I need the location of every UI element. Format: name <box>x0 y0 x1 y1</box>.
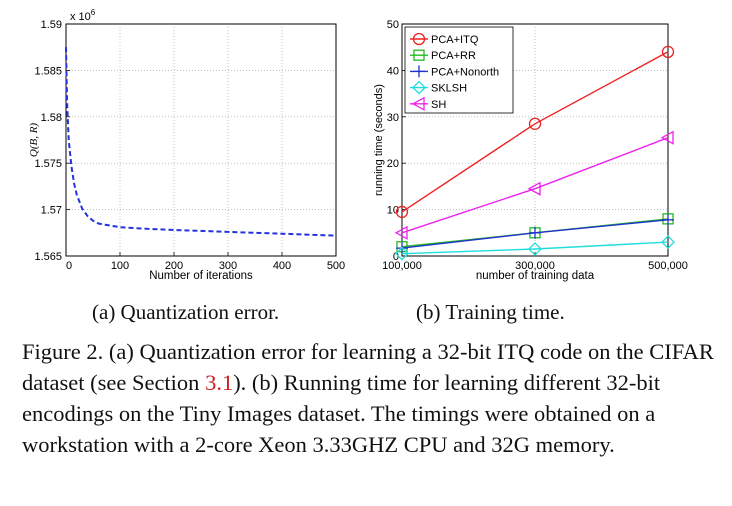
series-line-sh <box>401 137 669 234</box>
chart-a-xtick-label: 500 <box>327 260 345 272</box>
series-point-sklsh <box>395 246 409 261</box>
chart-a-xtick-label: 0 <box>66 260 72 272</box>
training-time-chart: 100,000 300,000 500,000 0 10 20 30 40 50 running… <box>373 19 688 282</box>
series-line-sklsh <box>401 241 669 255</box>
chart-a-ytick-label: 1.565 <box>34 251 62 263</box>
series-point-sh <box>660 130 674 145</box>
caption-part2: ). (b) Running time for learning differe… <box>22 370 661 457</box>
series-point-pca-itq <box>661 45 675 58</box>
series-point-sh <box>527 181 541 196</box>
series-point-pca-nonorth <box>662 213 674 226</box>
chart-b-series <box>394 45 675 261</box>
chart-a-xlabel: Number of iterations <box>149 270 253 282</box>
legend-label: SKLSH <box>431 83 467 95</box>
chart-a-xtick-label: 100 <box>111 260 129 272</box>
series-point-sklsh <box>528 242 542 256</box>
series-line-pca-itq <box>401 51 669 213</box>
chart-b-ytick-label: 10 <box>387 205 399 217</box>
chart-b-xtick-label: 500,000 <box>648 260 688 272</box>
chart-a-xtick-label: 300 <box>219 260 237 272</box>
chart-b-ytick-label: 40 <box>387 65 399 77</box>
chart-a-xtick-label: 200 <box>165 260 183 272</box>
legend-marker <box>411 96 425 111</box>
subcaption-a: (a) Quantization error. <box>92 300 280 324</box>
chart-a-series-line <box>65 47 337 237</box>
legend-marker <box>413 65 425 78</box>
legend-label: PCA+RR <box>431 50 476 62</box>
chart-a-ticks: 0 100 200 300 400 500 1.565 1.57 1.575 1.58 1.585 1… <box>34 19 345 272</box>
series-point-pca-itq <box>395 205 409 219</box>
legend-marker <box>412 32 426 46</box>
legend-label: PCA+ITQ <box>431 34 479 46</box>
chart-b-ytick-label: 30 <box>387 112 399 124</box>
chart-b-xlabel: number of training data <box>476 270 595 282</box>
chart-b-xtick-label: 300,000 <box>515 260 555 272</box>
legend-label: PCA+Nonorth <box>431 66 499 78</box>
chart-b-grid <box>402 24 668 256</box>
chart-a-ytick-label: 1.57 <box>41 205 62 217</box>
series-point-pca-nonorth <box>529 226 541 239</box>
series-point-sklsh <box>661 235 675 249</box>
chart-a-ytick-label: 1.575 <box>34 158 62 170</box>
chart-b-ticks: 100,000 300,000 500,000 0 10 20 30 40 50 <box>382 19 688 272</box>
chart-b-ytick-label: 0 <box>393 251 399 263</box>
quantization-error-chart: 0 100 200 300 400 500 1.565 1.57 1.575 1.58 1.585 1… <box>28 8 345 282</box>
caption-part1: Figure 2. (a) Quantization error for lea… <box>22 339 714 395</box>
chart-b-xtick-label: 100,000 <box>382 260 422 272</box>
chart-a-ytick-label: 1.585 <box>34 65 62 77</box>
chart-b-ytick-label: 50 <box>387 19 399 31</box>
chart-b-ytick-label: 20 <box>387 158 399 170</box>
legend-marker <box>412 80 426 95</box>
chart-a-multiplier: x 106 <box>70 8 96 23</box>
chart-a-grid <box>66 24 336 256</box>
series-point-sh <box>394 225 408 240</box>
figure-caption: Figure 2. (a) Quantization error for lea… <box>22 336 722 460</box>
chart-b-legend: PCA+ITQ PCA+RR PCA+Nonorth SKLSH SH <box>404 26 514 114</box>
chart-a-ylabel: Q(B, R) <box>28 123 40 158</box>
chart-a-ytick-label: 1.58 <box>41 112 62 124</box>
chart-a-xtick-label: 400 <box>273 260 291 272</box>
chart-a-ytick-label: 1.59 <box>41 19 62 31</box>
subcaption-b: (b) Training time. <box>416 300 565 324</box>
legend-marker <box>413 49 425 61</box>
section-ref-link[interactable]: 3.1 <box>205 370 234 395</box>
chart-a-plot-area <box>65 23 337 257</box>
legend-label: SH <box>431 99 446 111</box>
series-point-pca-itq <box>528 117 542 130</box>
chart-b-ylabel: running time (seconds) <box>373 84 385 196</box>
